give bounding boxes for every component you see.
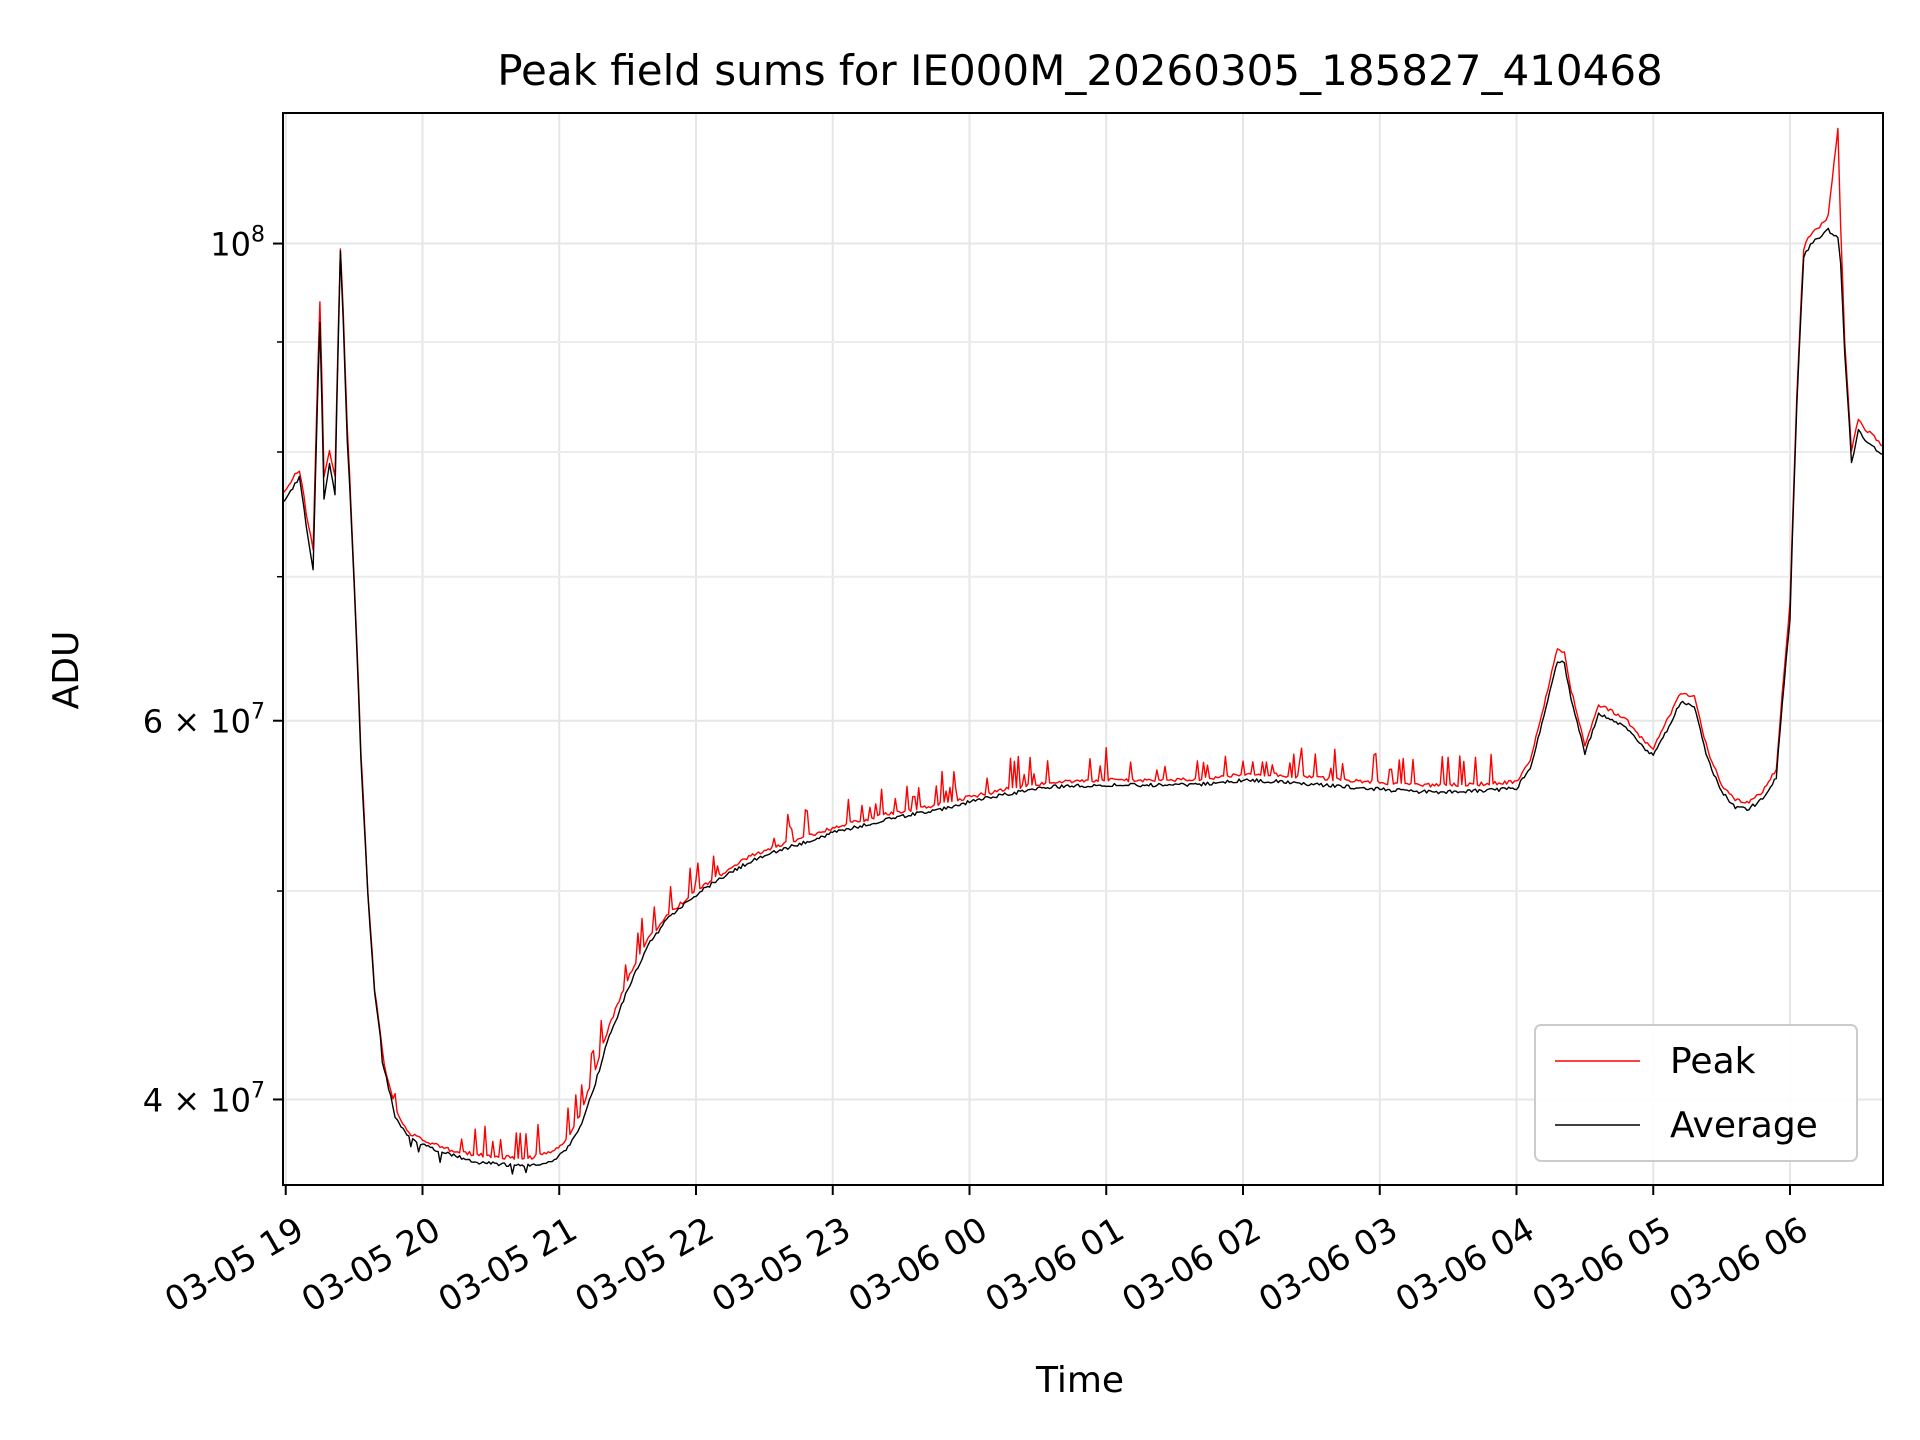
legend: Peak Average [1534, 1024, 1858, 1162]
gridlines [283, 113, 1883, 1185]
chart-title: Peak field sums for IE000M_20260305_1858… [497, 46, 1663, 95]
axes-frame [282, 112, 1884, 1186]
legend-box [1534, 1024, 1858, 1162]
series-line-average [282, 227, 1884, 1175]
y-tick-label: 4 × 107 [143, 1078, 265, 1119]
y-tick-label: 6 × 107 [143, 700, 265, 741]
legend-peak-label: Peak [1670, 1041, 1756, 1082]
y-axis-label: ADU [46, 631, 87, 710]
legend-average-label: Average [1670, 1105, 1818, 1146]
x-axis-label: Time [1035, 1360, 1124, 1401]
series-line-peak [282, 127, 1884, 1160]
y-tick-label: 108 [210, 223, 265, 264]
